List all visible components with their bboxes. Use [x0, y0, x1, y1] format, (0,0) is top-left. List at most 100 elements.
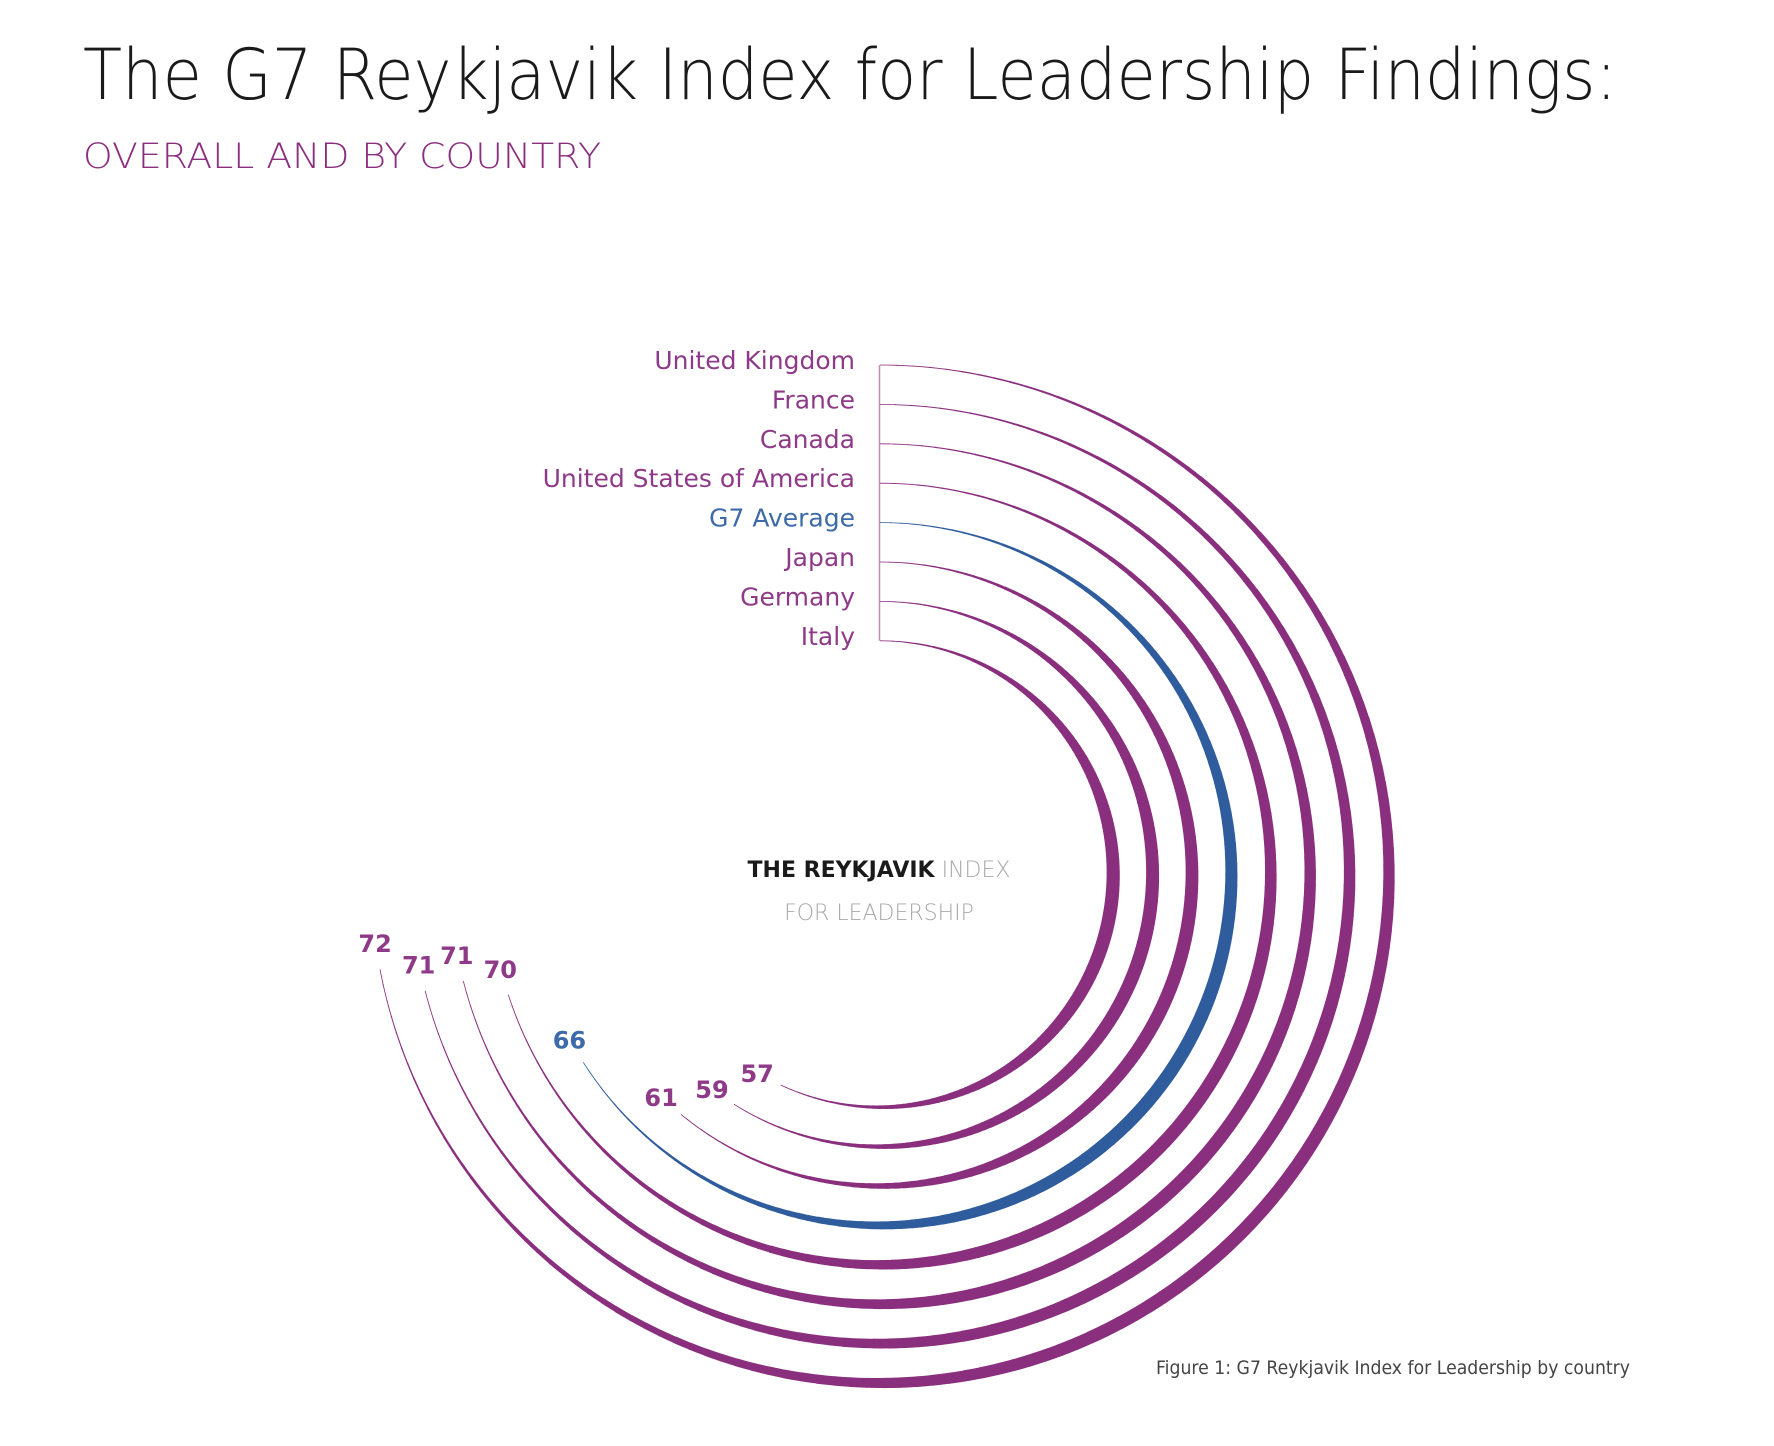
ring-segment: [627, 1118, 637, 1128]
ring-segment: [989, 1320, 1009, 1336]
ring-segment: [1133, 1154, 1153, 1173]
ring-segment: [1029, 1137, 1044, 1151]
ring-segment: [928, 485, 943, 489]
ring-segment: [1145, 534, 1160, 548]
ring-segment: [1368, 977, 1385, 998]
ring-segment: [1218, 683, 1233, 700]
ring-segment: [1012, 681, 1022, 690]
ring-segment: [1186, 1021, 1204, 1039]
ring-segment: [548, 1259, 565, 1275]
ring-segment: [1278, 1002, 1296, 1022]
ring-segment: [1040, 1030, 1054, 1043]
ring-segment: [746, 1197, 760, 1206]
ring-segment: [1167, 1118, 1187, 1138]
ring-segment: [1218, 800, 1232, 814]
ring-segment: [1181, 513, 1197, 528]
ring-segment: [1048, 610, 1059, 620]
ring-segment: [987, 1116, 999, 1128]
ring-segment: [1178, 801, 1192, 814]
ring-segment: [585, 1130, 597, 1143]
ring-segment: [1136, 634, 1150, 648]
ring-segment: [988, 456, 1004, 463]
ring-segment: [634, 1125, 644, 1135]
ring-segment: [432, 1018, 439, 1034]
ring-segment: [834, 1180, 845, 1187]
ring-segment: [818, 1295, 834, 1307]
ring-segment: [1110, 1000, 1126, 1014]
ring-segment: [1245, 520, 1263, 538]
ring-segment: [1081, 1239, 1101, 1259]
ring-segment: [1085, 1191, 1104, 1210]
ring-segment: [1046, 1171, 1063, 1188]
ring-segment: [1300, 814, 1314, 831]
ring-segment: [520, 1028, 527, 1041]
ring-segment: [1262, 1121, 1283, 1143]
ring-segment: [442, 1046, 450, 1062]
ring-segment: [836, 1102, 844, 1106]
ring-segment: [1080, 1148, 1098, 1165]
ring-segment: [980, 1282, 998, 1298]
ring-segment: [1146, 1015, 1163, 1031]
ring-segment: [582, 1062, 590, 1072]
ring-segment: [929, 366, 947, 370]
ring-segment: [1243, 646, 1258, 664]
ring-segment: [768, 1164, 778, 1170]
ring-segment: [1145, 849, 1159, 859]
category-label: G7 Average: [709, 504, 855, 533]
ring-segment: [1235, 1157, 1257, 1179]
ring-segment: [970, 1205, 985, 1218]
ring-segment: [643, 1322, 663, 1337]
ring-segment: [1099, 599, 1112, 611]
ring-segment: [1041, 1081, 1055, 1096]
ring-segment: [1135, 941, 1151, 953]
ring-segment: [1077, 755, 1090, 766]
ring-segment: [967, 1286, 985, 1301]
ring-segment: [1382, 847, 1395, 866]
ring-segment: [1375, 781, 1389, 801]
ring-segment: [1150, 1136, 1170, 1156]
ring-segment: [829, 1257, 844, 1268]
ring-segment: [1130, 954, 1147, 967]
ring-segment: [1332, 957, 1348, 977]
ring-segment: [1022, 640, 1032, 649]
ring-segment: [817, 1216, 830, 1225]
ring-segment: [1166, 552, 1181, 567]
ring-segment: [1001, 543, 1014, 550]
ring-segment: [1098, 929, 1113, 939]
ring-segment: [707, 1133, 717, 1140]
ring-segment: [1217, 934, 1233, 949]
ring-segment: [479, 1031, 487, 1046]
ring-segment: [971, 616, 980, 622]
ring-segment: [1123, 518, 1139, 531]
ring-segment: [1021, 551, 1033, 559]
ring-segment: [1099, 1273, 1121, 1294]
ring-segment: [718, 1184, 731, 1194]
ring-segment: [642, 1132, 652, 1142]
ring-segment: [576, 1178, 590, 1192]
ring-segment: [1182, 904, 1198, 916]
ring-segment: [1299, 1056, 1318, 1077]
ring-segment: [1004, 1316, 1024, 1333]
ring-segment: [1086, 962, 1101, 974]
ring-segment: [1277, 557, 1294, 576]
ring-segment: [1144, 438, 1162, 451]
ring-segment: [995, 1359, 1016, 1376]
ring-segment: [1102, 719, 1115, 732]
ring-segment: [1112, 1266, 1134, 1286]
ring-segment: [1302, 828, 1315, 845]
ring-segment: [908, 602, 917, 605]
ring-segment: [1105, 659, 1118, 671]
ring-segment: [1072, 401, 1090, 411]
ring-segment: [1128, 771, 1142, 783]
ring-segment: [792, 1251, 808, 1262]
ring-segment: [992, 1156, 1005, 1169]
ring-segment: [1174, 945, 1190, 958]
ring-segment: [1030, 1090, 1043, 1104]
ring-segment: [1232, 1015, 1250, 1033]
ring-segment: [1136, 934, 1152, 946]
ring-segment: [1174, 784, 1188, 797]
ring-segment: [1257, 1053, 1276, 1073]
ring-segment: [1011, 589, 1022, 598]
ring-segment: [1136, 699, 1149, 712]
ring-segment: [1092, 788, 1106, 799]
